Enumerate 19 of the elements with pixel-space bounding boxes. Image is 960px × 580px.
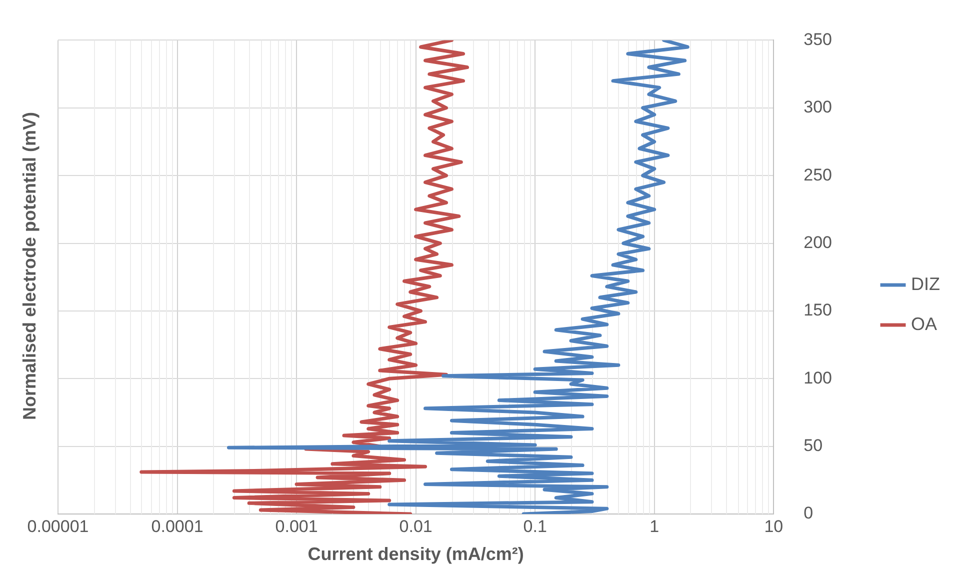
y-tick-label: 100	[804, 368, 832, 388]
legend-label: OA	[911, 314, 938, 334]
x-tick-label: 0.0001	[151, 516, 204, 536]
y-tick-label: 300	[804, 98, 832, 117]
y-tick-label: 200	[804, 232, 832, 252]
legend-label: DIZ	[911, 274, 940, 294]
y-tick-label: 0	[804, 504, 814, 523]
x-tick-label: 0.1	[523, 516, 547, 536]
x-tick-label: 0.01	[399, 516, 432, 536]
x-tick-label: 10	[764, 516, 784, 536]
y-tick-label: 50	[804, 436, 823, 455]
x-tick-label: 0.001	[275, 516, 318, 536]
x-tick-label: 1	[650, 516, 660, 536]
x-tick-label: 0.00001	[27, 516, 89, 536]
y-axis-title: Normalised electrode potential (mV)	[20, 112, 40, 420]
x-axis-title: Current density (mA/cm²)	[308, 544, 524, 564]
y-tick-label: 150	[804, 300, 832, 320]
y-tick-label: 350	[804, 30, 832, 49]
y-tick-label: 250	[804, 165, 832, 184]
